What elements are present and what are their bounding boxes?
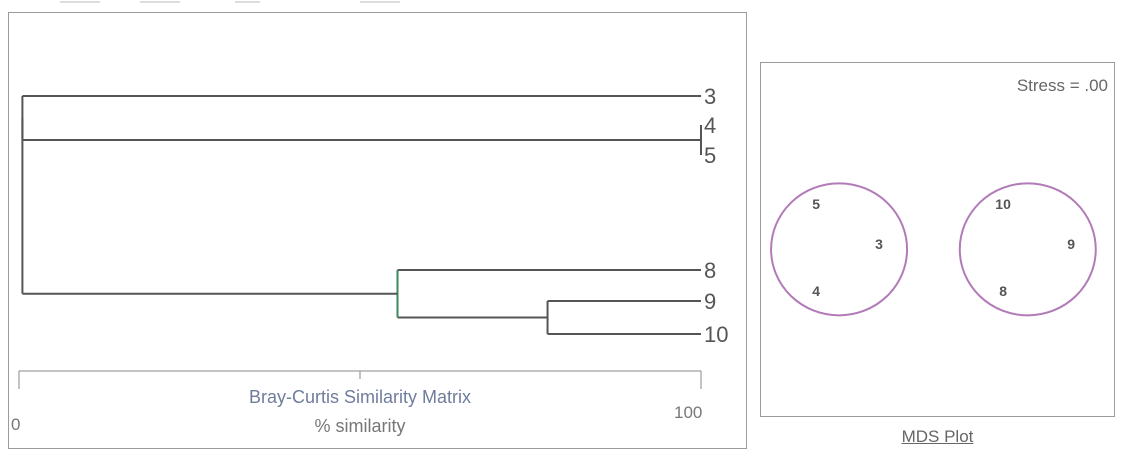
x-axis-title: Bray-Curtis Similarity Matrix <box>249 387 471 407</box>
mds-plot-panel: Stress = .00 5 3 4 10 9 8 <box>760 62 1115 417</box>
mds-group-circle <box>770 182 909 317</box>
x-tick-label: 0 <box>11 415 20 434</box>
leaf-label-10: 10 <box>704 322 728 347</box>
leaf-label-3: 3 <box>704 84 716 109</box>
mds-point-3: 3 <box>875 236 883 252</box>
stress-value: Stress = .00 <box>1017 76 1108 95</box>
leaf-label-8: 8 <box>704 258 716 283</box>
leaf-label-5: 5 <box>704 143 716 168</box>
mds-point-5: 5 <box>812 196 820 212</box>
mds-point-8: 8 <box>999 283 1007 299</box>
dendrogram-panel: 3 4 5 8 9 10 0 100 Bray-Curtis Similarity Matrix… <box>8 12 747 449</box>
mds-chart: Stress = .00 5 3 4 10 9 8 <box>770 76 1108 317</box>
x-axis-subtitle: % similarity <box>314 416 405 436</box>
leaf-label-9: 9 <box>704 289 716 314</box>
scan-artifacts <box>60 0 420 4</box>
mds-group-circle <box>958 182 1097 317</box>
leaf-label-4: 4 <box>704 113 716 138</box>
mds-point-10: 10 <box>995 196 1011 212</box>
mds-plot-title: MDS Plot <box>901 427 974 446</box>
mds-point-9: 9 <box>1067 236 1075 252</box>
mds-point-4: 4 <box>812 283 820 299</box>
x-tick-label: 100 <box>674 403 702 422</box>
